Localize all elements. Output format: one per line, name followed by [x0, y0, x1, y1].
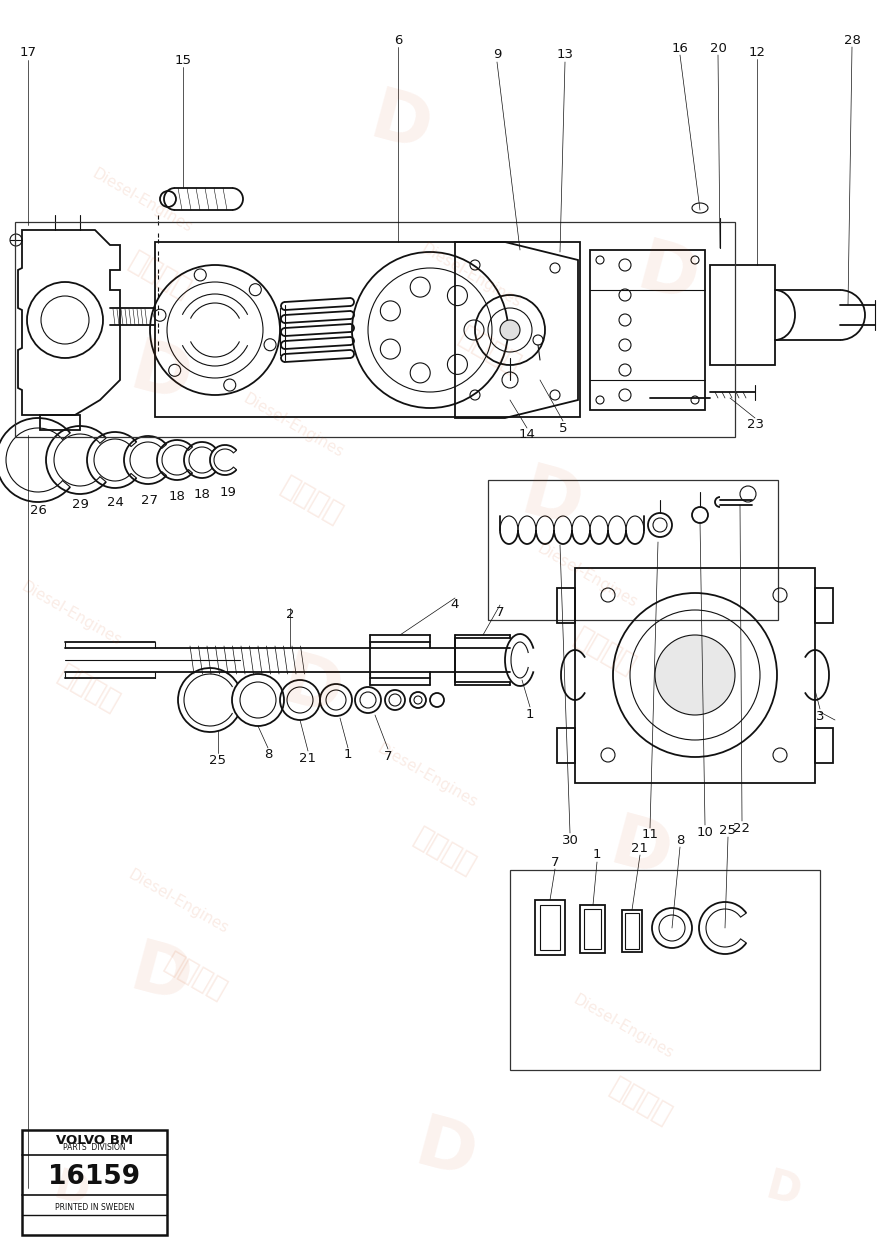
Text: 18: 18: [193, 488, 210, 502]
Text: 26: 26: [29, 503, 46, 517]
Text: 3: 3: [816, 710, 824, 722]
Text: 24: 24: [107, 496, 124, 508]
Bar: [155, 242, 580, 417]
Bar: [815, 588, 833, 623]
Circle shape: [655, 635, 735, 715]
Text: 21: 21: [300, 751, 317, 765]
Text: 7: 7: [496, 606, 505, 618]
Text: D: D: [49, 1164, 93, 1214]
Bar: [625, 913, 639, 949]
Text: 紫发动力: 紫发动力: [276, 472, 347, 530]
Text: D: D: [761, 1164, 805, 1214]
Text: 17: 17: [20, 46, 36, 60]
Text: D: D: [407, 1111, 483, 1193]
Text: 紫发动力: 紫发动力: [53, 660, 125, 717]
Text: 12: 12: [748, 45, 765, 59]
Text: 16: 16: [672, 41, 689, 55]
Text: Diesel-Engines: Diesel-Engines: [19, 578, 124, 649]
Text: 21: 21: [632, 841, 649, 855]
Text: 23: 23: [747, 418, 764, 432]
Bar: [710, 265, 775, 366]
Text: PRINTED IN SWEDEN: PRINTED IN SWEDEN: [55, 1202, 134, 1212]
Text: 9: 9: [493, 49, 501, 61]
Text: 11: 11: [642, 829, 659, 841]
Text: 8: 8: [263, 749, 272, 761]
Circle shape: [500, 321, 520, 341]
Text: 27: 27: [142, 493, 158, 507]
Text: D: D: [122, 334, 198, 417]
Text: D: D: [122, 935, 198, 1018]
Polygon shape: [18, 230, 120, 414]
Bar: [557, 588, 575, 623]
Text: VOLVO BM: VOLVO BM: [56, 1133, 134, 1147]
Bar: [22, 1131, 167, 1234]
Text: 20: 20: [709, 41, 726, 55]
Text: 13: 13: [556, 49, 573, 61]
Text: 紫发动力: 紫发动力: [125, 247, 196, 304]
Text: 7: 7: [551, 855, 559, 869]
Bar: [580, 905, 605, 953]
Bar: [535, 900, 565, 955]
Text: 19: 19: [220, 486, 237, 498]
Text: Diesel-Engines: Diesel-Engines: [90, 165, 195, 235]
Bar: [557, 727, 575, 762]
Bar: [584, 909, 601, 949]
Text: 7: 7: [384, 750, 392, 762]
Text: 2: 2: [286, 608, 295, 621]
Text: 紫发动力: 紫发动力: [605, 1073, 676, 1131]
Text: D: D: [514, 459, 590, 542]
Text: 16159: 16159: [48, 1164, 141, 1189]
Bar: [540, 905, 560, 950]
Text: D: D: [629, 234, 706, 317]
Bar: [15, 222, 735, 437]
Text: 紫发动力: 紫发动力: [454, 322, 525, 379]
Text: D: D: [273, 647, 350, 730]
Bar: [575, 568, 815, 782]
Bar: [815, 727, 833, 762]
Text: 18: 18: [168, 491, 185, 503]
Text: 14: 14: [519, 428, 536, 442]
Text: 紫发动力: 紫发动力: [409, 823, 481, 880]
Bar: [590, 250, 705, 409]
Text: 紫发动力: 紫发动力: [160, 948, 231, 1005]
Text: D: D: [603, 810, 679, 893]
Text: 28: 28: [844, 34, 861, 46]
Text: 25: 25: [209, 754, 226, 766]
Text: 22: 22: [733, 821, 750, 835]
Text: D: D: [362, 84, 439, 167]
Text: 1: 1: [593, 849, 602, 861]
Text: 8: 8: [676, 834, 684, 846]
Text: Diesel-Engines: Diesel-Engines: [419, 240, 524, 310]
Text: 1: 1: [526, 707, 534, 720]
Text: Diesel-Engines: Diesel-Engines: [125, 866, 231, 936]
Text: 5: 5: [559, 422, 567, 434]
Text: 1: 1: [344, 749, 352, 761]
Text: 29: 29: [71, 498, 88, 512]
Text: Diesel-Engines: Diesel-Engines: [241, 391, 346, 461]
Text: 30: 30: [562, 834, 578, 846]
Text: 6: 6: [393, 34, 402, 46]
Bar: [622, 910, 642, 952]
Text: 15: 15: [174, 54, 191, 66]
Bar: [488, 480, 778, 620]
Text: Diesel-Engines: Diesel-Engines: [570, 992, 676, 1062]
Text: 4: 4: [451, 598, 459, 611]
Text: PARTS  DIVISION: PARTS DIVISION: [63, 1143, 125, 1153]
Text: 25: 25: [719, 824, 737, 836]
Text: Diesel-Engines: Diesel-Engines: [375, 741, 480, 811]
Bar: [510, 870, 820, 1070]
Text: 紫发动力: 紫发动力: [570, 622, 641, 680]
Text: 10: 10: [697, 825, 714, 839]
Text: Diesel-Engines: Diesel-Engines: [535, 541, 640, 611]
